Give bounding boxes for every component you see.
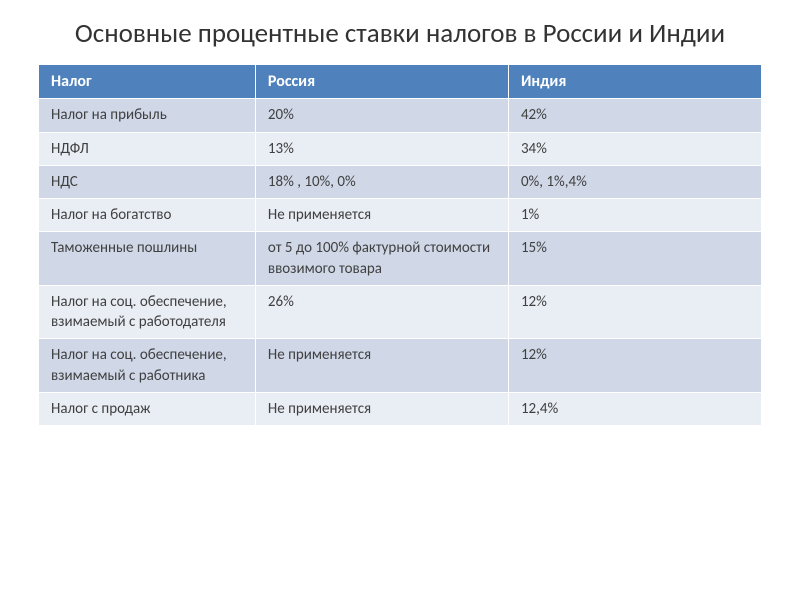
table-cell: НДС (39, 165, 256, 198)
table-cell: 20% (255, 99, 508, 132)
table-cell: Налог на соц. обеспечение, взимаемый с р… (39, 285, 256, 339)
table-cell: 12% (508, 339, 761, 393)
table-cell: 18% , 10%, 0% (255, 165, 508, 198)
table-cell: 1% (508, 199, 761, 232)
table-header-cell: Налог (39, 65, 256, 99)
table-cell: 34% (508, 132, 761, 165)
table-row: Налог на прибыль 20% 42% (39, 99, 762, 132)
table-cell: Налог на богатство (39, 199, 256, 232)
table-cell: Не применяется (255, 392, 508, 425)
table-header-cell: Индия (508, 65, 761, 99)
table-cell: 26% (255, 285, 508, 339)
table-cell: 12% (508, 285, 761, 339)
table-cell: Налог на прибыль (39, 99, 256, 132)
tax-rates-table: Налог Россия Индия Налог на прибыль 20% … (38, 64, 762, 426)
table-row: Налог с продаж Не применяется 12,4% (39, 392, 762, 425)
table-row: НДФЛ 13% 34% (39, 132, 762, 165)
table-cell: Не применяется (255, 199, 508, 232)
table-cell: 0%, 1%,4% (508, 165, 761, 198)
table-cell: 13% (255, 132, 508, 165)
table-cell: Не применяется (255, 339, 508, 393)
table-cell: НДФЛ (39, 132, 256, 165)
table-header-row: Налог Россия Индия (39, 65, 762, 99)
table-cell: 12,4% (508, 392, 761, 425)
table-row: Таможенные пошлины от 5 до 100% фактурно… (39, 232, 762, 286)
table-cell: от 5 до 100% фактурной стоимости ввозимо… (255, 232, 508, 286)
slide-container: Основные процентные ставки налогов в Рос… (0, 0, 800, 600)
table-cell: Налог с продаж (39, 392, 256, 425)
table-row: Налог на соц. обеспечение, взимаемый с р… (39, 339, 762, 393)
table-header-cell: Россия (255, 65, 508, 99)
table-row: Налог на богатство Не применяется 1% (39, 199, 762, 232)
table-cell: Таможенные пошлины (39, 232, 256, 286)
page-title: Основные процентные ставки налогов в Рос… (38, 18, 762, 50)
table-row: Налог на соц. обеспечение, взимаемый с р… (39, 285, 762, 339)
table-cell: Налог на соц. обеспечение, взимаемый с р… (39, 339, 256, 393)
table-cell: 15% (508, 232, 761, 286)
table-cell: 42% (508, 99, 761, 132)
table-row: НДС 18% , 10%, 0% 0%, 1%,4% (39, 165, 762, 198)
